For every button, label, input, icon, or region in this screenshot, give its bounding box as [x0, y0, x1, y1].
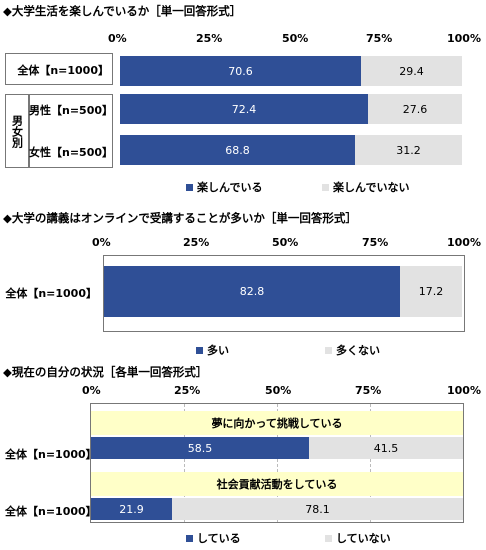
chart3-row-1-segment-2: 41.5 [309, 437, 463, 459]
chart3-gridline-50 [277, 404, 278, 522]
chart3-tick-50: 50% [265, 384, 292, 397]
chart3-row-2-data-label-1: 21.9 [119, 502, 144, 516]
chart1-bar-male: 72.4 27.6 [120, 94, 462, 124]
chart1-row-label-male: 男性【n=500】 [29, 104, 114, 117]
chart1-row-3-segment-1: 68.8 [120, 135, 355, 165]
chart1-group-label: 男女別 [10, 114, 24, 148]
chart3-bar-1: 58.5 41.5 [91, 437, 463, 459]
chart2-legend-label-1: 多い [207, 344, 229, 357]
chart2-row-1-data-label-1: 82.8 [239, 285, 265, 298]
chart3-tick-25: 25% [174, 384, 201, 397]
chart1-row-3-data-label-1: 68.8 [225, 143, 250, 157]
chart1-bar-female: 68.8 31.2 [120, 135, 462, 165]
chart3-row-label-1: 全体【n=1000】 [5, 448, 97, 461]
chart1-legend-label-2: 楽しんでいない [333, 181, 410, 194]
chart2-legend-swatch-2 [325, 346, 332, 354]
chart2-tick-25: 25% [183, 236, 210, 249]
chart1-row-1-segment-1: 70.6 [120, 56, 361, 86]
chart1-bar-total: 70.6 29.4 [120, 56, 462, 86]
chart3-title: ◆現在の自分の状況［各単一回答形式］ [3, 365, 208, 379]
chart2-legend-item-2: 多くない [325, 342, 380, 358]
chart1-row-label-total: 全体【n=1000】 [17, 64, 109, 77]
chart1-group-box: 男女別 [5, 94, 29, 168]
chart1-tick-0: 0% [108, 32, 127, 45]
chart3-row-label-2: 全体【n=1000】 [5, 505, 97, 518]
chart2-legend-label-2: 多くない [336, 344, 380, 357]
chart1-title: ◆大学生活を楽しんでいるか［単一回答形式］ [3, 4, 242, 18]
chart3-row-1-data-label-1: 58.5 [187, 441, 213, 455]
chart3-legend-swatch-1 [186, 534, 193, 542]
chart1-legend-item-1: 楽しんでいる [186, 179, 262, 195]
chart3-tick-75: 75% [355, 384, 382, 397]
chart2-legend-item-1: 多い [196, 342, 229, 358]
chart1-row-3-data-label-2: 31.2 [396, 143, 421, 157]
chart3-row-1-segment-1: 58.5 [91, 437, 309, 459]
chart1-legend-swatch-1 [186, 183, 193, 191]
chart3-item-2-banner: 社会貢献活動をしている [91, 472, 463, 496]
chart1-row-1-data-label-1: 70.6 [228, 64, 253, 78]
chart3-gridline-75 [370, 404, 371, 522]
chart2-row-1-data-label-2: 17.2 [418, 285, 444, 298]
chart1-row-2-data-label-2: 27.6 [402, 102, 428, 116]
chart1-legend-item-2: 楽しんでいない [322, 179, 409, 195]
chart2-row-1-segment-1: 82.8 [104, 266, 400, 317]
chart2-row-label-total: 全体【n=1000】 [5, 287, 97, 300]
chart2-tick-0: 0% [92, 236, 111, 249]
chart3-row-2-segment-1: 21.9 [91, 498, 172, 520]
chart2-bar-total: 82.8 17.2 [104, 266, 462, 317]
chart1-tick-75: 75% [366, 32, 393, 45]
chart1-legend-swatch-2 [322, 183, 329, 191]
chart2-tick-50: 50% [272, 236, 299, 249]
chart2-title: ◆大学の講義はオンラインで受講することが多いか［単一回答形式］ [3, 211, 357, 225]
chart3-legend-item-2: していない [325, 530, 391, 546]
chart3-bar-2: 21.9 78.1 [91, 498, 463, 520]
chart1-row-label-female: 女性【n=500】 [29, 146, 114, 159]
chart3-row-2-data-label-2: 78.1 [305, 502, 330, 516]
chart1-tick-50: 50% [282, 32, 309, 45]
chart3-item-1-banner: 夢に向かって挑戦している [91, 411, 463, 435]
chart1-tick-25: 25% [196, 32, 223, 45]
chart3-tick-100: 100% [447, 384, 481, 397]
chart2-row-1-segment-2: 17.2 [400, 266, 462, 317]
chart1-row-1-segment-2: 29.4 [361, 56, 462, 86]
chart1-row-2-segment-2: 27.6 [368, 94, 462, 124]
chart2-tick-100: 100% [447, 236, 481, 249]
chart1-row-2-segment-1: 72.4 [120, 94, 368, 124]
chart3-legend-label-2: していない [336, 532, 391, 545]
chart3-row-2-segment-2: 78.1 [172, 498, 463, 520]
chart1-row-1-data-label-2: 29.4 [399, 64, 424, 78]
chart3-tick-0: 0% [82, 384, 101, 397]
chart1-row-2-data-label-1: 72.4 [231, 102, 257, 116]
chart1-tick-100: 100% [447, 32, 481, 45]
chart1-row-3-segment-2: 31.2 [355, 135, 462, 165]
chart1-label-box-gender [29, 94, 113, 168]
chart3-row-1-data-label-2: 41.5 [373, 441, 399, 455]
chart3-legend-label-1: している [197, 532, 241, 545]
chart3-gridline-25 [184, 404, 185, 522]
chart2-tick-75: 75% [362, 236, 389, 249]
chart3-legend-item-1: している [186, 530, 241, 546]
chart1-label-box-total [5, 53, 113, 85]
chart1-legend-label-1: 楽しんでいる [197, 181, 263, 194]
chart3-legend-swatch-2 [325, 534, 332, 542]
chart2-legend-swatch-1 [196, 346, 203, 354]
